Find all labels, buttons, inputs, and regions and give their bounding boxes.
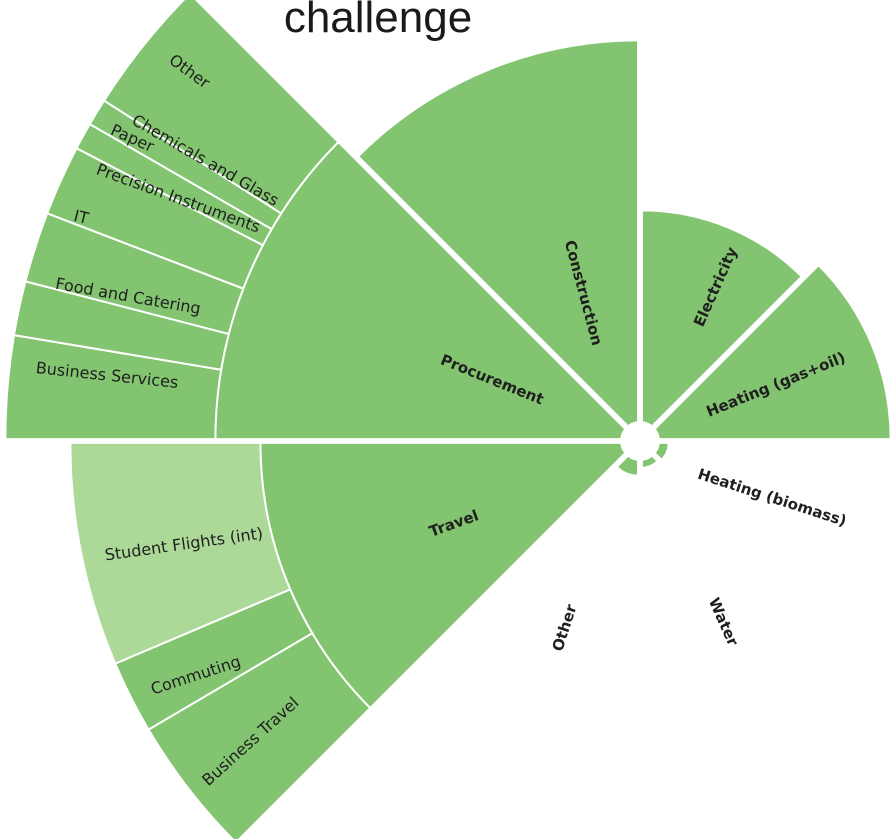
wedge-procurement-precision-instruments	[45, 146, 265, 290]
wedge-procurement-other	[102, 0, 340, 215]
segment-other	[615, 454, 640, 477]
wedge-heating-gas-oil	[653, 263, 890, 441]
wedge-water	[640, 454, 659, 469]
segment-heating-gas-oil	[653, 263, 890, 441]
wedge-procurement-paper	[75, 122, 274, 247]
wedge-procurement-it	[24, 212, 245, 336]
wedge-procurement-food-and-catering	[12, 280, 230, 371]
wedge-heating-biomass	[653, 441, 670, 462]
segment-procurement	[4, 0, 627, 441]
segment-construction	[356, 39, 640, 428]
chart-title: challenge	[284, 0, 472, 42]
chart-wedges	[4, 0, 890, 839]
segment-travel	[69, 441, 627, 839]
label-procurement-it: IT	[72, 206, 91, 228]
segment-heating-biomass	[653, 441, 670, 462]
label-other: Other	[549, 602, 581, 654]
wedge-construction	[356, 39, 640, 428]
wedge-travel-business-travel	[147, 631, 372, 839]
wedge-electricity	[640, 209, 804, 428]
label-water: Water	[705, 595, 742, 649]
wedge-other	[615, 454, 640, 477]
wedge-procurement-chemicals-and-glass	[88, 99, 283, 231]
label-heating-biomass: Heating (biomass)	[696, 465, 849, 530]
segment-water	[640, 454, 659, 469]
segment-electricity	[640, 209, 804, 428]
